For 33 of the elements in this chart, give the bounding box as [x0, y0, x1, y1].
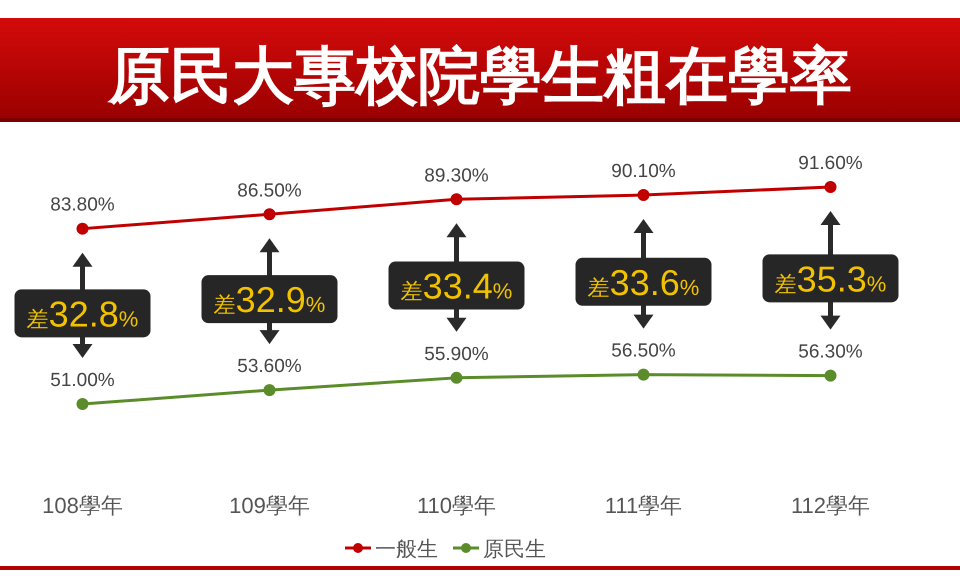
point — [76, 398, 88, 410]
data-label: 55.90% — [424, 344, 489, 365]
annotation: 差33.4% — [400, 266, 512, 307]
x-tick-label: 110學年 — [416, 493, 496, 518]
legend-label: 原民生 — [483, 538, 546, 561]
point — [638, 368, 650, 381]
data-label: 91.60% — [798, 153, 863, 174]
point — [638, 189, 650, 202]
data-label: 51.00% — [50, 370, 115, 391]
data-label: 56.30% — [798, 342, 863, 363]
x-tick-label: 109學年 — [229, 493, 310, 518]
data-label: 56.50% — [611, 340, 676, 362]
data-label: 83.80% — [50, 194, 115, 216]
point — [264, 384, 276, 396]
x-tick-label: 112學年 — [790, 493, 870, 518]
data-label: 89.30% — [424, 165, 489, 186]
x-tick-label: 108學年 — [42, 493, 123, 518]
annotation: 差33.6% — [588, 262, 700, 303]
annotation: 差32.8% — [26, 293, 138, 334]
point — [76, 222, 88, 235]
point — [824, 181, 836, 193]
data-label: 53.60% — [237, 356, 302, 378]
legend-label: 一般生 — [375, 538, 438, 561]
annotation: 差32.9% — [214, 279, 326, 320]
x-tick-label: 111學年 — [604, 493, 682, 518]
annotation: 差35.3% — [774, 258, 886, 300]
data-label: 86.50% — [237, 180, 302, 202]
point — [450, 372, 462, 384]
data-label: 90.10% — [611, 161, 676, 182]
point — [264, 208, 276, 220]
chart-title: 原民大專校院學生粗在學率 — [107, 42, 852, 111]
point — [824, 370, 836, 382]
point — [450, 193, 462, 206]
